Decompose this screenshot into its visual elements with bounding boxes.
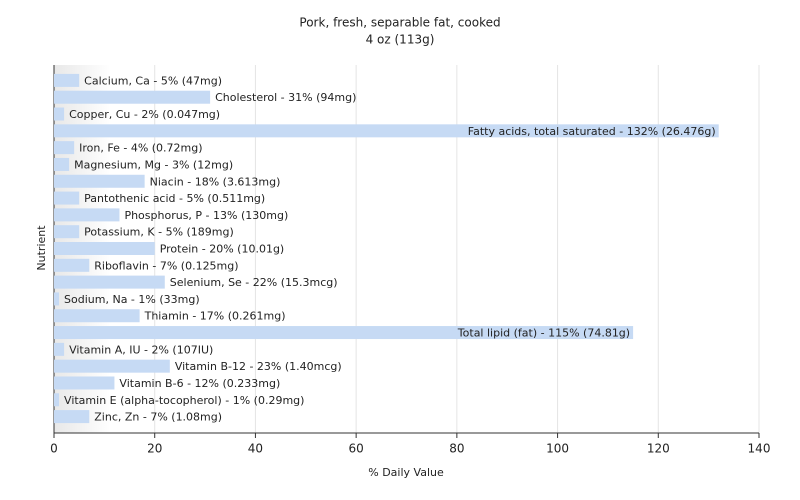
- bar-label: Potassium, K - 5% (189mg): [84, 226, 234, 239]
- bar-label: Magnesium, Mg - 3% (12mg): [74, 158, 233, 171]
- bar: [54, 124, 719, 138]
- x-axis-title: % Daily Value: [368, 466, 444, 479]
- chart-title: Pork, fresh, separable fat, cooked: [299, 16, 500, 30]
- bar: [54, 73, 80, 87]
- bar-label: Protein - 20% (10.01g): [160, 243, 285, 256]
- bar-label: Riboflavin - 7% (0.125mg): [94, 259, 238, 272]
- x-tick-label: 80: [449, 442, 464, 456]
- bar: [54, 359, 170, 373]
- bar: [54, 141, 75, 155]
- x-tick-label: 20: [147, 442, 162, 456]
- bar-label: Zinc, Zn - 7% (1.08mg): [94, 411, 222, 424]
- bar: [54, 393, 60, 407]
- bar: [54, 342, 65, 356]
- x-tick-label: 40: [248, 442, 263, 456]
- bar: [54, 157, 70, 171]
- x-tick-label: 0: [50, 442, 58, 456]
- chart-subtitle: 4 oz (113g): [366, 33, 435, 47]
- x-tick-label: 60: [349, 442, 364, 456]
- bar: [54, 208, 120, 222]
- bar: [54, 410, 90, 424]
- bar-label: Pantothenic acid - 5% (0.511mg): [84, 192, 265, 205]
- bar: [54, 292, 60, 306]
- bar-label: Cholesterol - 31% (94mg): [215, 91, 356, 104]
- bar-label: Vitamin E (alpha-tocopherol) - 1% (0.29m…: [64, 394, 304, 407]
- bar-label: Selenium, Se - 22% (15.3mcg): [170, 276, 338, 289]
- bar: [54, 242, 155, 255]
- bar-label: Calcium, Ca - 5% (47mg): [84, 74, 222, 87]
- bar-label: Vitamin A, IU - 2% (107IU): [69, 343, 213, 356]
- bar: [54, 309, 140, 323]
- bar: [54, 225, 80, 239]
- bar-label: Vitamin B-6 - 12% (0.233mg): [119, 377, 280, 390]
- x-tick-label: 120: [647, 442, 670, 456]
- bar-label: Copper, Cu - 2% (0.047mg): [69, 108, 220, 121]
- bar: [54, 258, 90, 272]
- bar-label: Niacin - 18% (3.613mg): [150, 175, 281, 188]
- bar: [54, 191, 80, 205]
- bar: [54, 107, 65, 121]
- y-axis-title: Nutrient: [35, 225, 48, 271]
- bar-label: Vitamin B-12 - 23% (1.40mcg): [175, 360, 342, 373]
- x-tick-label: 140: [748, 442, 771, 456]
- x-tick-label: 100: [546, 442, 569, 456]
- bar-label: Thiamin - 17% (0.261mg): [144, 310, 286, 323]
- bar: [54, 90, 211, 104]
- bar-label: Iron, Fe - 4% (0.72mg): [79, 142, 202, 155]
- bar: [54, 174, 145, 188]
- bar: [54, 275, 165, 289]
- bar: [54, 376, 115, 390]
- bar-label: Fatty acids, total saturated - 132% (26.…: [468, 125, 716, 138]
- bar-label: Sodium, Na - 1% (33mg): [64, 293, 200, 306]
- bar: [54, 326, 634, 340]
- bar-label: Phosphorus, P - 13% (130mg): [124, 209, 288, 222]
- bar-label: Total lipid (fat) - 115% (74.81g): [457, 327, 630, 340]
